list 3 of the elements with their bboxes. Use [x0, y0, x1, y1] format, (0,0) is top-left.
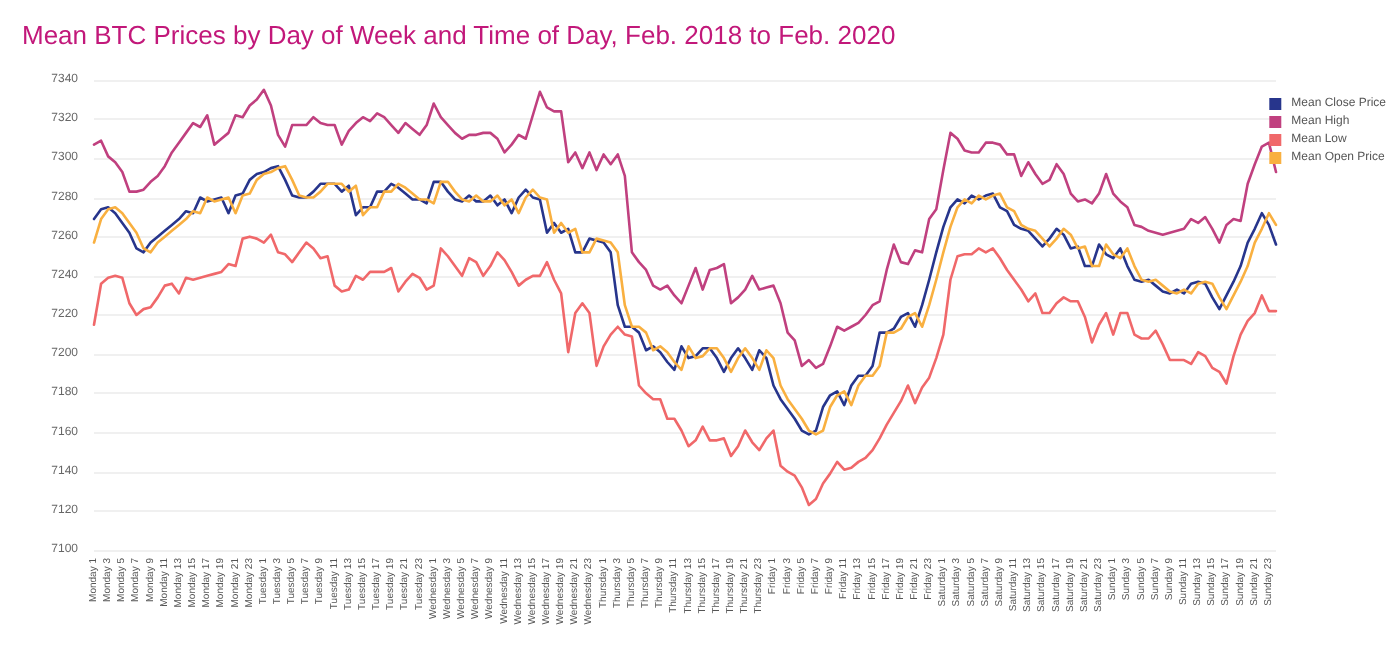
line-series [92, 164, 1278, 436]
line-series [92, 233, 1278, 507]
chart-title: Mean BTC Prices by Day of Week and Time of Day, Feb. 2018 to Feb. 2020 [22, 20, 896, 50]
